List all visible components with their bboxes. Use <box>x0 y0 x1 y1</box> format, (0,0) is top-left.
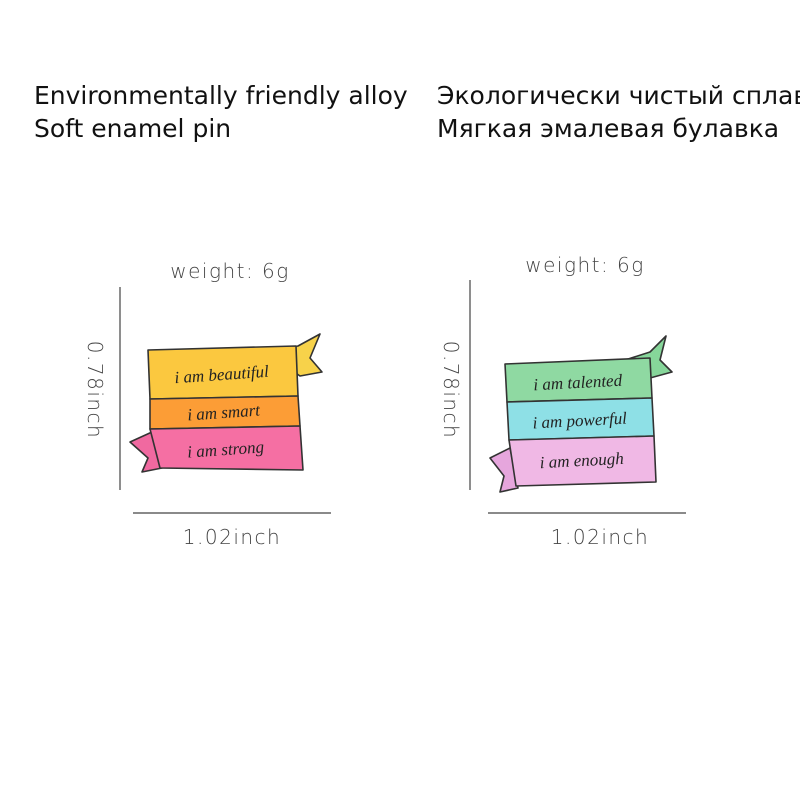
width-label: 1.02inch <box>551 525 649 549</box>
header-line: Экологически чистый сплав <box>437 81 800 110</box>
ribbon-text: i am enough <box>539 449 624 472</box>
height-label: 0.78inch <box>83 341 107 439</box>
ribbon-text: i am powerful <box>532 409 628 433</box>
header-line: Environmentally friendly alloy <box>34 81 408 110</box>
weight-label: weight: 6g <box>525 253 645 277</box>
header-line: Soft enamel pin <box>34 114 231 143</box>
width-label: 1.02inch <box>183 525 281 549</box>
weight-label: weight: 6g <box>170 259 290 283</box>
height-label: 0.78inch <box>439 341 463 439</box>
pin: i am beautiful i am smart i am strong <box>129 333 323 473</box>
header-line: Мягкая эмалевая булавка <box>437 114 779 143</box>
pin: i am talented i am powerful i am enough <box>489 335 673 493</box>
ribbon-text: i am talented <box>533 371 623 395</box>
